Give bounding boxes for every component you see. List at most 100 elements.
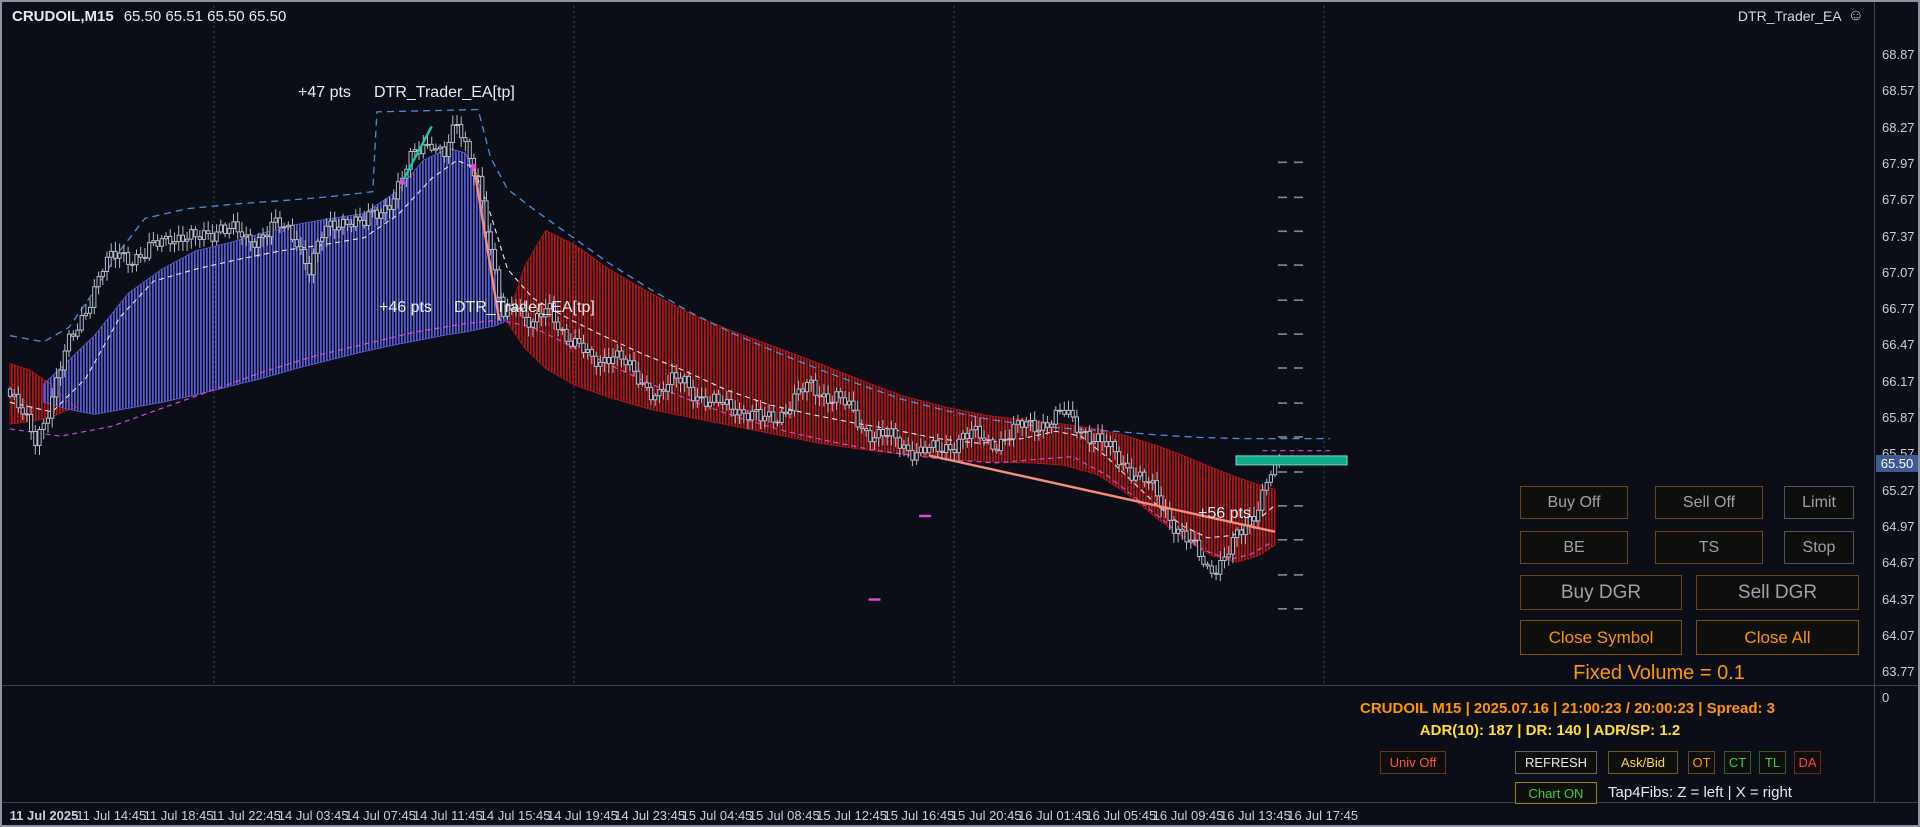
time-axis-label: 11 Jul 14:45 [76,808,147,823]
price-scale-label: 64.07 [1882,627,1915,643]
ea-name-badge: DTR_Trader_EA ☺ [1737,7,1864,25]
price-scale-label: 68.57 [1882,83,1915,99]
ct-toggle-button[interactable]: CT [1724,751,1751,774]
chart-on-button[interactable]: Chart ON [1515,782,1597,804]
time-axis-label: 14 Jul 23:45 [614,808,686,823]
fixed-volume-label: Fixed Volume = 0.1 [1573,662,1745,684]
level-dash [1278,230,1287,233]
signal-dash-marker [919,514,932,518]
tl-toggle-button[interactable]: TL [1759,751,1786,774]
price-scale-label: 64.97 [1882,518,1915,534]
price-scale-label: 63.77 [1882,664,1915,680]
ea-name-label: DTR_Trader_EA [1737,8,1842,24]
tp-annotation-points-2: +46 pts [379,299,432,316]
tp-price-band[interactable] [1235,455,1348,466]
subwindow-separator[interactable] [2,685,1918,686]
trade-line[interactable] [472,166,501,321]
stop-button[interactable]: Stop [1784,531,1854,564]
univ-off-button[interactable]: Univ Off [1380,751,1446,774]
level-dash [1294,608,1303,610]
price-scale-label: 65.87 [1882,410,1915,425]
time-axis-label: 16 Jul 13:45 [1219,808,1291,823]
level-dash [1278,161,1287,164]
price-scale-border [1874,2,1875,802]
level-dash [1294,367,1303,369]
level-dash [1294,264,1303,266]
upper-band-line [9,108,1330,440]
limit-button[interactable]: Limit [1784,486,1854,519]
time-axis-label: 16 Jul 09:45 [1152,808,1224,823]
time-axis-line [2,802,1918,803]
sell-dgr-button[interactable]: Sell DGR [1696,575,1859,610]
tp-annotation-name-2: DTR_Trader_EA[tp] [454,299,595,316]
level-dash [1294,333,1303,335]
trailing-stop-button[interactable]: TS [1655,531,1763,564]
trade-line[interactable] [401,125,433,183]
price-scale-label: 66.17 [1882,373,1915,389]
time-axis-label: 15 Jul 08:45 [748,808,820,823]
sell-off-button[interactable]: Sell Off [1655,486,1763,519]
ea-smiley-icon[interactable]: ☺ [1847,7,1864,24]
breakeven-button[interactable]: BE [1520,531,1628,564]
level-dash [1294,505,1303,507]
level-dash [1278,402,1287,404]
price-scale-label: 64.37 [1882,591,1915,607]
time-axis-label: 15 Jul 12:45 [816,808,888,823]
time-axis-label: 14 Jul 19:45 [546,808,618,823]
trade-line[interactable] [929,454,1276,533]
level-dash [1294,161,1303,164]
time-axis-label: 15 Jul 16:45 [883,808,955,823]
tp-annotation-name-1: DTR_Trader_EA[tp] [374,84,515,101]
time-axis-label: 16 Jul 05:45 [1085,808,1157,823]
adr-status: ADR(10): 187 | DR: 140 | ADR/SP: 1.2 [1419,722,1681,739]
time-axis-label: 16 Jul 01:45 [1018,808,1089,823]
level-dash [1278,299,1287,301]
price-scale-label: 68.87 [1882,47,1915,62]
refresh-button[interactable]: REFRESH [1515,751,1597,774]
level-dash [1278,333,1287,335]
candle-bodies [7,124,1282,575]
price-scale-label: 66.47 [1882,337,1915,353]
close-all-button[interactable]: Close All [1696,620,1859,655]
level-dash [1294,196,1303,199]
level-dash [1278,505,1287,507]
price-scale-label: 66.77 [1882,301,1915,317]
level-dash [1278,539,1287,541]
time-axis-label: 15 Jul 04:45 [681,808,753,823]
tp-annotation-points-1: +47 pts [298,84,351,101]
level-dash [1278,471,1287,473]
trade-points-annotation-3: +56 pts [1198,505,1251,522]
time-axis-label: 11 Jul 2025 [9,808,79,823]
buy-dgr-button[interactable]: Buy DGR [1520,575,1682,610]
trade-entry-marker[interactable] [471,163,477,169]
bear-cloud [507,229,1276,563]
subwindow-scale-label: 0 [1882,690,1890,705]
level-dash [1294,436,1303,438]
da-toggle-button[interactable]: DA [1794,751,1821,774]
time-axis-label: 14 Jul 11:45 [412,808,483,823]
time-axis-label: 14 Jul 07:45 [345,808,416,823]
level-dash [1278,196,1287,199]
price-scale-label: 67.97 [1882,155,1915,171]
price-scale-label: 67.37 [1882,228,1915,244]
lower-band-line [9,319,1272,561]
tap4fibs-help-label: Tap4Fibs: Z = left | X = right [1608,784,1792,801]
baseline-line [9,159,1276,539]
trade-entry-marker[interactable] [399,179,405,185]
bull-cloud [43,147,508,415]
buy-off-button[interactable]: Buy Off [1520,486,1628,519]
current-price-badge: 65.50 [1876,455,1918,472]
ot-toggle-button[interactable]: OT [1688,751,1715,774]
level-dash [1294,539,1303,541]
time-axis-label: 15 Jul 20:45 [950,808,1022,823]
symbol-period-label: CRUDOIL,M15 [12,8,114,25]
time-axis-label: 16 Jul 17:45 [1287,808,1359,823]
level-dash [1294,299,1303,301]
price-scale-label: 68.27 [1882,119,1915,135]
close-symbol-button[interactable]: Close Symbol [1520,620,1682,655]
ask-bid-button[interactable]: Ask/Bid [1608,751,1678,774]
symbol-ohlc-readout: CRUDOIL,M15 65.50 65.51 65.50 65.50 [12,8,286,25]
level-dash [1278,574,1287,576]
